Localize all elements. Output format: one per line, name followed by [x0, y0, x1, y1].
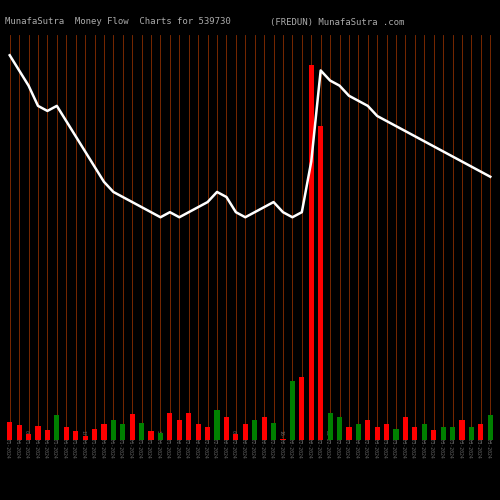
Bar [64, 427, 69, 440]
Bar [214, 410, 220, 440]
Bar [26, 434, 31, 440]
Bar [45, 430, 50, 440]
Bar [16, 425, 21, 440]
Bar [318, 126, 324, 440]
Bar [224, 416, 229, 440]
Bar [337, 416, 342, 440]
Bar [54, 414, 60, 440]
Bar [139, 423, 144, 440]
Bar [374, 427, 380, 440]
Bar [478, 424, 484, 440]
Bar [328, 412, 332, 440]
Bar [262, 416, 266, 440]
Bar [488, 414, 493, 440]
Bar [102, 424, 106, 440]
Bar [290, 382, 295, 440]
Bar [412, 427, 418, 440]
Bar [234, 434, 238, 440]
Bar [242, 424, 248, 440]
Bar [186, 412, 192, 440]
Bar [356, 424, 361, 440]
Bar [280, 439, 285, 440]
Bar [7, 422, 12, 440]
Bar [422, 424, 427, 440]
Bar [120, 424, 126, 440]
Bar [73, 431, 78, 440]
Bar [111, 420, 116, 440]
Bar [271, 423, 276, 440]
Bar [384, 424, 389, 440]
Bar [308, 66, 314, 440]
Bar [394, 429, 398, 440]
Bar [469, 427, 474, 440]
Bar [82, 436, 87, 440]
Bar [252, 420, 258, 440]
Bar [205, 427, 210, 440]
Bar [196, 424, 201, 440]
Bar [148, 431, 154, 440]
Text: (FREDUN) MunafaSutra .com: (FREDUN) MunafaSutra .com [270, 18, 404, 26]
Bar [92, 429, 97, 440]
Bar [130, 414, 135, 440]
Bar [460, 420, 464, 440]
Bar [36, 426, 41, 440]
Bar [176, 420, 182, 440]
Bar [346, 427, 352, 440]
Bar [158, 433, 163, 440]
Bar [299, 377, 304, 440]
Text: MunafaSutra  Money Flow  Charts for 539730: MunafaSutra Money Flow Charts for 539730 [5, 18, 231, 26]
Bar [403, 416, 408, 440]
Bar [431, 430, 436, 440]
Bar [168, 412, 172, 440]
Bar [440, 427, 446, 440]
Bar [365, 420, 370, 440]
Bar [450, 427, 455, 440]
